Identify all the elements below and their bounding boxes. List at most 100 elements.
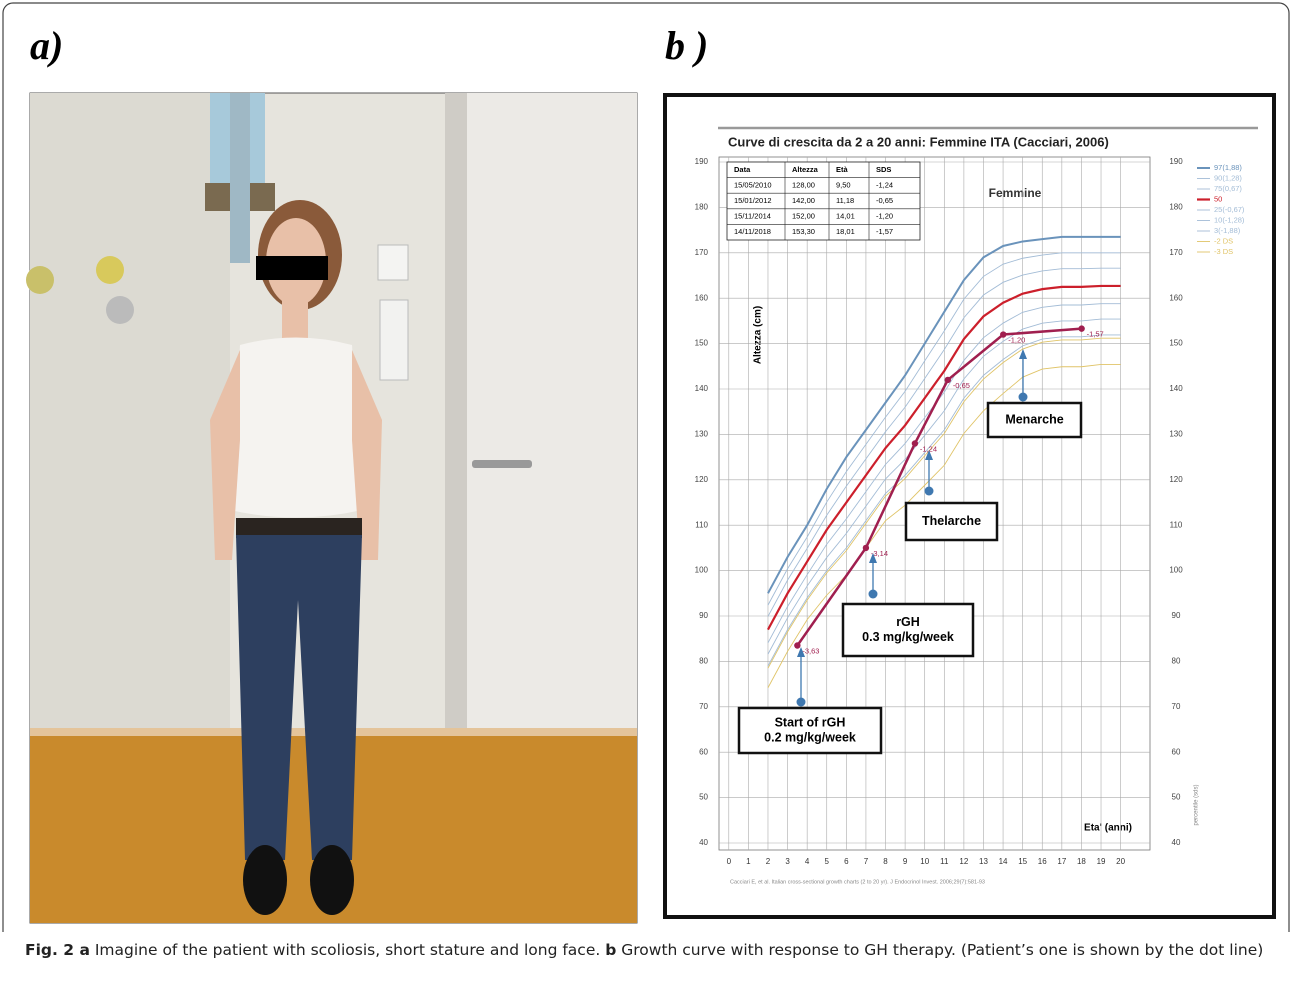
caption: Fig. 2 a Imagine of the patient with sco… (25, 938, 1275, 962)
y-tick-label: 130 (695, 430, 709, 439)
table-cell: 14,01 (836, 212, 855, 221)
y2-tick-label: 190 (1169, 157, 1183, 166)
x-tick-label: 13 (979, 857, 988, 866)
annotation-text: rGH (896, 615, 920, 629)
table-cell: -0,65 (876, 196, 893, 205)
y-tick-label: 190 (695, 157, 709, 166)
patient-line (796, 327, 1082, 647)
patient-point (944, 376, 952, 384)
x-axis-label: Eta' (anni) (1084, 823, 1132, 834)
x-tick-label: 7 (864, 857, 869, 866)
panel-label: a) (30, 23, 63, 68)
y2-tick-label: 90 (1172, 611, 1181, 620)
sds-label: -1,57 (1087, 330, 1104, 339)
table-header: Altezza (792, 165, 819, 174)
table-cell: -1,20 (876, 212, 893, 221)
photo (26, 92, 638, 924)
y-tick-label: 80 (699, 657, 708, 666)
chart-subtitle: Femmine (989, 186, 1042, 200)
annotation-box (841, 602, 975, 658)
table-cell: 153,30 (792, 227, 815, 236)
table-cell: 15/01/2012 (734, 196, 772, 205)
percentile-curve (767, 318, 1121, 655)
arrow-head (925, 450, 933, 460)
y2-tick-label: 120 (1169, 475, 1183, 484)
percentile-curve (767, 334, 1121, 667)
table-cell: -1,57 (876, 227, 893, 236)
patient-point (862, 544, 870, 552)
annotation-box (986, 401, 1083, 439)
x-tick-label: 6 (844, 857, 849, 866)
y2-tick-label: 40 (1172, 838, 1181, 847)
y-tick-label: 40 (699, 838, 708, 847)
x-tick-label: 16 (1038, 857, 1047, 866)
legend-label: 90(1,28) (1214, 173, 1242, 182)
y-tick-label: 160 (695, 293, 709, 302)
x-tick-label: 12 (959, 857, 968, 866)
annotation-text: Start of rGH (775, 715, 846, 729)
y-tick-label: 180 (695, 203, 709, 212)
sds-label: -3,63 (802, 646, 819, 655)
table-cell: 14/11/2018 (734, 227, 771, 236)
table-cell: -1,24 (876, 180, 893, 189)
sds-label: -3,14 (871, 549, 888, 558)
arrow-head (797, 647, 805, 657)
data-table (726, 161, 921, 241)
x-tick-label: 9 (903, 857, 908, 866)
table-cell: 142,00 (792, 196, 815, 205)
x-tick-label: 19 (1097, 857, 1106, 866)
chart-title: Curve di crescita da 2 a 20 anni: Femmin… (728, 134, 1109, 149)
x-tick-label: 11 (940, 857, 949, 866)
legend-label: 50 (1214, 194, 1222, 203)
sds-label: -1,20 (1008, 336, 1025, 345)
x-tick-label: 0 (727, 857, 732, 866)
y-tick-label: 90 (699, 611, 708, 620)
x-tick-label: 5 (825, 857, 830, 866)
annotation-dot (924, 486, 934, 496)
percentile-curve (767, 235, 1121, 594)
annotation-text: Thelarche (922, 514, 981, 528)
table-header: SDS (876, 165, 891, 174)
y2-tick-label: 180 (1169, 203, 1183, 212)
source-note: Cacciari E, et al. Italian cross-section… (730, 879, 985, 885)
x-tick-label: 20 (1116, 857, 1125, 866)
figure: a) b ) Curve di crescita da 2 a 20 anni: (2, 2, 1290, 932)
x-tick-label: 15 (1018, 857, 1027, 866)
annotation-box (737, 706, 883, 755)
y2-tick-label: 80 (1172, 657, 1181, 666)
legend-label: -2 DS (1214, 236, 1233, 245)
panel-label: b ) (665, 23, 708, 68)
patient-point (794, 642, 801, 649)
annotation-text: 0.3 mg/kg/week (862, 630, 954, 644)
y2-tick-label: 110 (1170, 520, 1183, 529)
y2-tick-label: 50 (1172, 793, 1181, 802)
x-tick-label: 4 (805, 857, 810, 866)
caption-text: Imagine of the patient with scoliosis, s… (89, 941, 606, 959)
table-cell: 15/11/2014 (734, 212, 771, 221)
patient-point (1078, 325, 1085, 332)
y-tick-label: 70 (699, 702, 708, 711)
y2-tick-label: 100 (1169, 566, 1183, 575)
y-tick-label: 120 (695, 475, 709, 484)
x-tick-label: 10 (920, 857, 929, 866)
y2-tick-label: 160 (1169, 293, 1183, 302)
table-cell: 9,50 (836, 180, 851, 189)
annotation-dot (1018, 392, 1028, 402)
plot-frame (718, 156, 1151, 851)
y-tick-label: 170 (695, 248, 709, 257)
table-cell: 128,00 (792, 180, 815, 189)
y2-axis-label: percentile (sds) (1194, 784, 1200, 825)
percentile-curve (767, 364, 1121, 688)
y-tick-label: 110 (695, 520, 708, 529)
arrow-head (869, 553, 877, 563)
legend-label: 3(-1,88) (1214, 226, 1241, 235)
y2-tick-label: 70 (1172, 702, 1181, 711)
x-tick-label: 1 (746, 857, 751, 866)
table-header: Data (734, 165, 751, 174)
table-cell: 152,00 (792, 212, 815, 221)
x-tick-label: 17 (1057, 857, 1066, 866)
caption-text: Growth curve with response to GH therapy… (616, 941, 1264, 959)
table-cell: 11,18 (836, 196, 854, 205)
x-tick-label: 2 (766, 857, 771, 866)
percentile-curve (767, 252, 1121, 606)
